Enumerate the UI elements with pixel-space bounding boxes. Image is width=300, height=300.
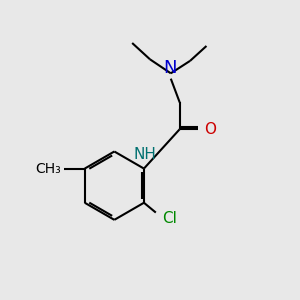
Text: O: O xyxy=(204,122,216,137)
Text: Cl: Cl xyxy=(162,211,177,226)
Text: N: N xyxy=(164,59,177,77)
Text: CH₃: CH₃ xyxy=(35,162,61,176)
Text: NH: NH xyxy=(134,147,156,162)
